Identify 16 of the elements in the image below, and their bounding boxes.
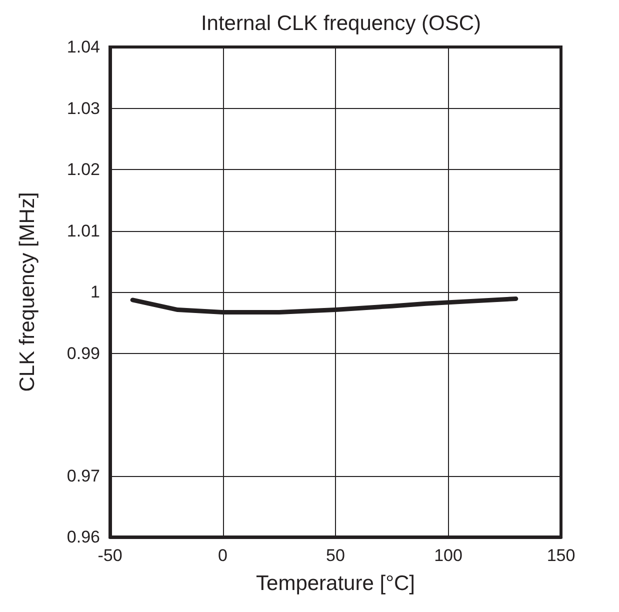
chart-title: Internal CLK frequency (OSC)	[200, 12, 482, 35]
y-tick-label: 0.99	[66, 344, 100, 363]
y-tick-label: 0.97	[66, 466, 100, 486]
y-tick-label: 1	[90, 282, 100, 302]
y-tick-label: 1.03	[66, 98, 100, 118]
x-tick-label: 150	[546, 546, 576, 565]
x-tick-label: 100	[434, 546, 462, 565]
y-tick-label: 1.01	[66, 221, 100, 240]
x-tick-label: -50	[98, 546, 122, 565]
x-axis-title: Temperature [°C]	[256, 572, 415, 595]
y-tick-label: 0.96	[66, 528, 100, 546]
x-tick-label: 50	[326, 546, 345, 565]
y-tick-label: 1.02	[66, 160, 100, 179]
x-tick-label: 0	[218, 546, 228, 565]
y-tick-label: 1.04	[66, 38, 100, 56]
y-axis-title: CLK frequency [MHz]	[16, 192, 39, 392]
